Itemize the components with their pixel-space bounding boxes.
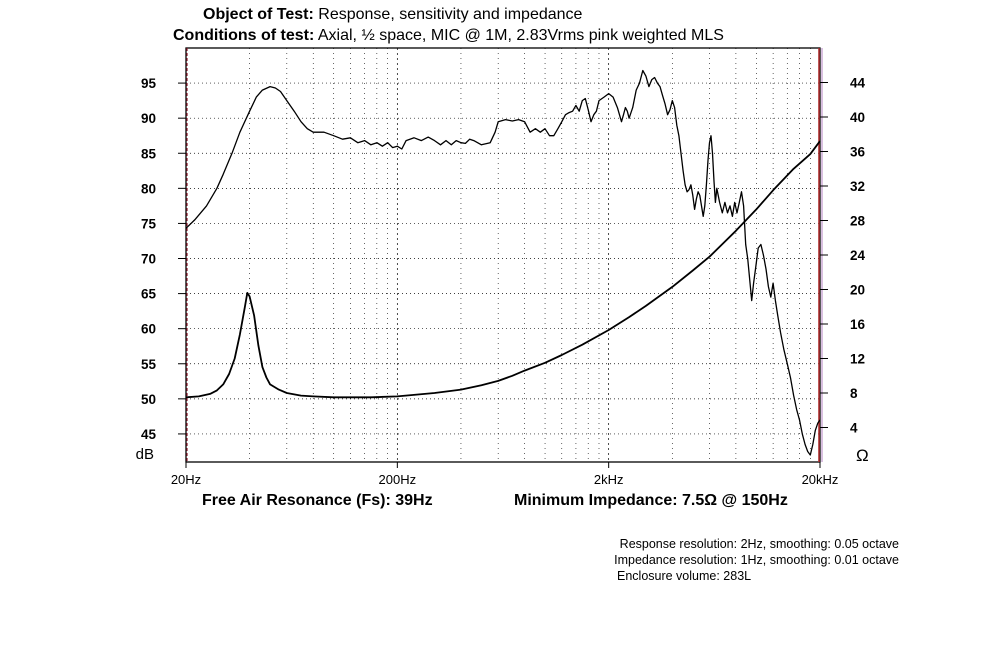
left-tick-label: 85 <box>141 146 157 161</box>
right-axis-unit: Ω <box>856 446 869 465</box>
left-tick-label: 70 <box>141 252 156 267</box>
left-tick-label: 80 <box>141 181 156 196</box>
right-tick-label: 8 <box>850 386 858 401</box>
right-tick-label: 28 <box>850 214 866 229</box>
x-tick-label: 200Hz <box>379 472 417 487</box>
object-value: Response, sensitivity and impedance <box>318 6 583 23</box>
response-curve <box>185 69 821 456</box>
impedance-resolution-note: Impedance resolution: 1Hz, smoothing: 0.… <box>614 553 899 567</box>
plot-frame <box>185 47 821 463</box>
left-axis-unit: dB <box>136 446 154 463</box>
left-tick-label: 95 <box>141 76 157 91</box>
right-tick-label: 24 <box>850 248 866 263</box>
conditions-value: Axial, ½ space, MIC @ 1M, 2.83Vrms pink … <box>317 27 724 44</box>
x-tick-label: 20Hz <box>171 472 201 487</box>
left-tick-label: 50 <box>141 392 156 407</box>
left-tick-label: 60 <box>141 322 156 337</box>
right-tick-label: 4 <box>850 421 858 436</box>
right-tick-label: 12 <box>850 352 865 367</box>
right-tick-label: 36 <box>850 145 866 160</box>
left-tick-label: 90 <box>141 111 156 126</box>
minimum-impedance-label: Minimum Impedance: 7.5Ω @ 150Hz <box>514 492 788 509</box>
enclosure-volume-note: Enclosure volume: 283L <box>617 569 752 583</box>
left-tick-label: 75 <box>141 216 157 231</box>
right-tick-label: 16 <box>850 317 866 332</box>
right-tick-label: 32 <box>850 179 865 194</box>
right-tick-label: 40 <box>850 110 865 125</box>
conditions-of-test: Conditions of test: Axial, ½ space, MIC … <box>173 27 724 45</box>
response-resolution-note: Response resolution: 2Hz, smoothing: 0.0… <box>619 537 899 551</box>
impedance-curve <box>185 140 821 399</box>
left-tick-label: 65 <box>141 287 157 302</box>
left-tick-label: 55 <box>141 357 157 372</box>
free-air-resonance-label: Free Air Resonance (Fs): 39Hz <box>202 492 433 509</box>
conditions-label: Conditions of test: <box>173 27 315 44</box>
x-tick-label: 2kHz <box>594 472 624 487</box>
left-tick-label: 45 <box>141 427 157 442</box>
object-label: Object of Test: <box>203 6 314 23</box>
x-tick-label: 20kHz <box>802 472 839 487</box>
right-tick-label: 20 <box>850 283 865 298</box>
object-of-test: Object of Test: Response, sensitivity an… <box>203 6 582 24</box>
right-tick-label: 44 <box>850 76 866 91</box>
